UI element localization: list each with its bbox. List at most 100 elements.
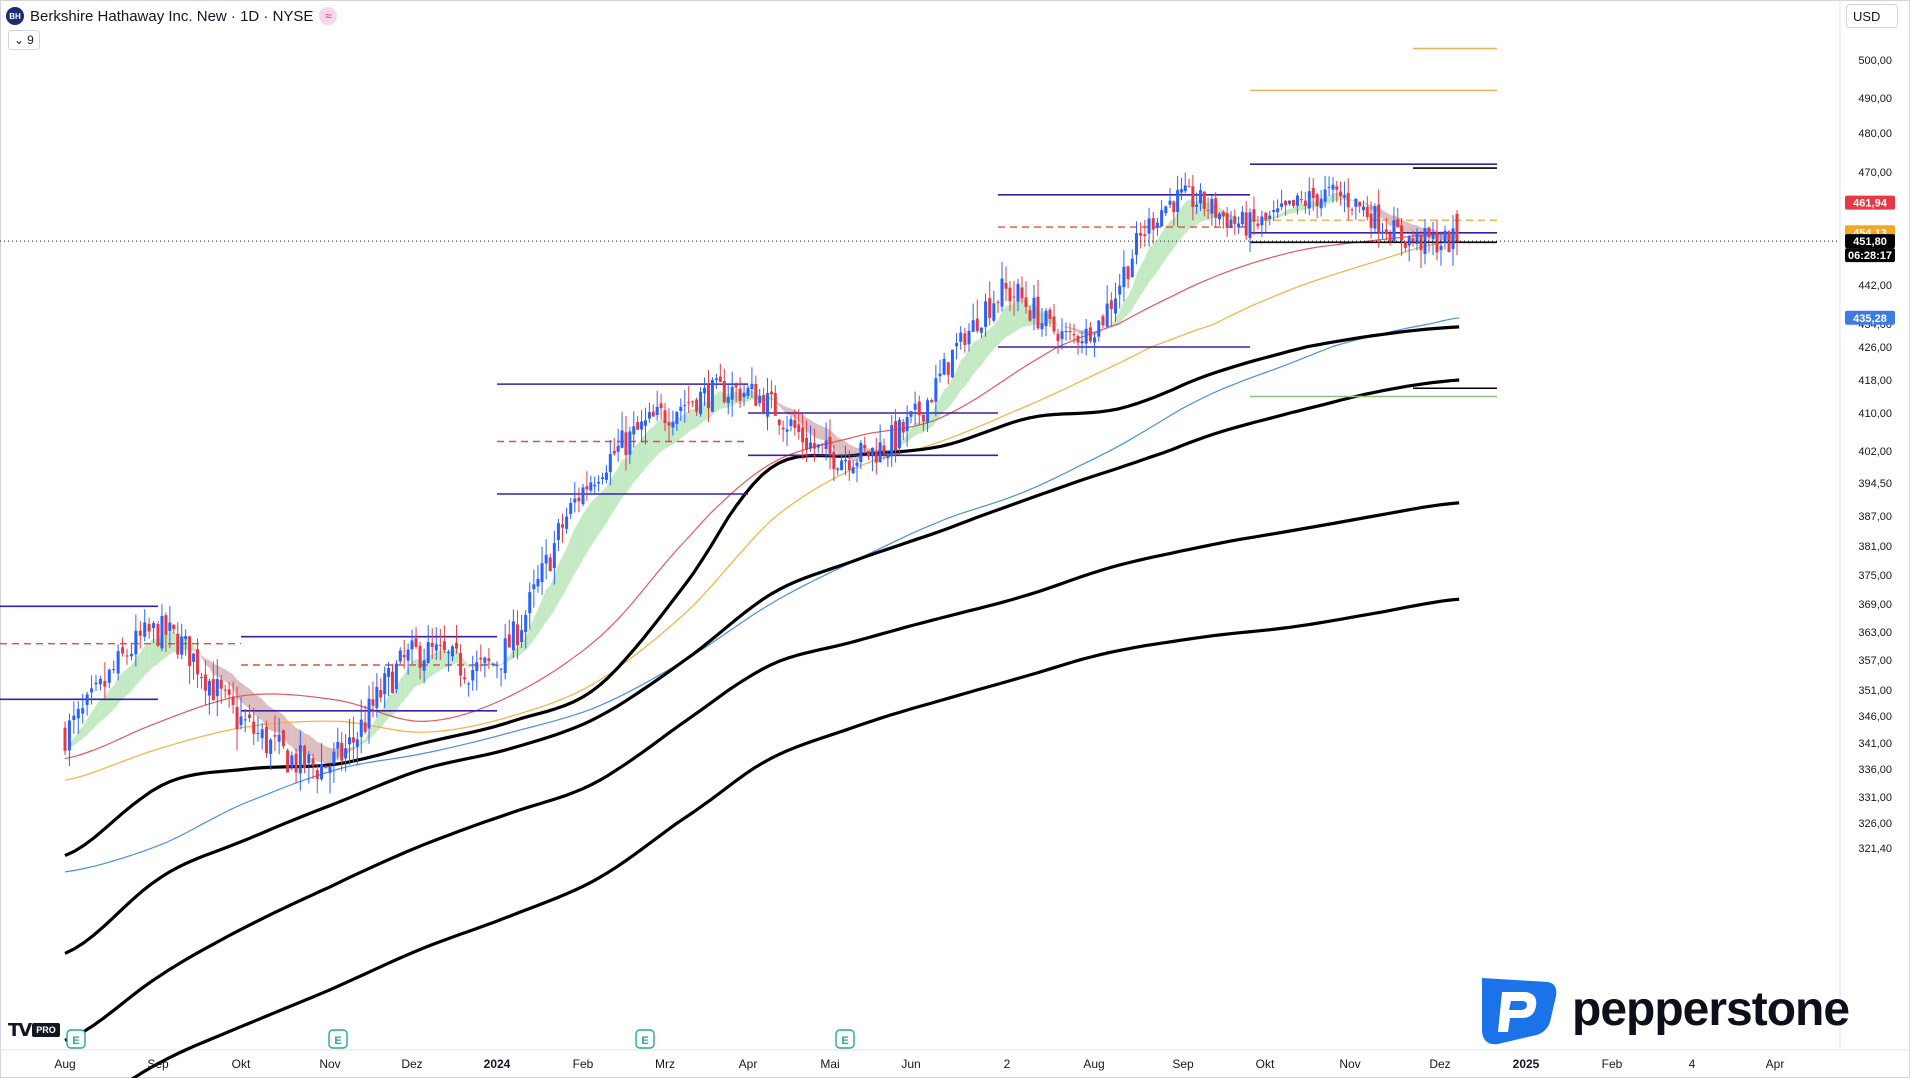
x-tick-label: Apr — [739, 1057, 758, 1071]
candle-body — [1451, 228, 1455, 249]
candle-body — [1346, 192, 1350, 208]
ema-ribbon-segment — [1293, 205, 1298, 214]
x-tick-label: Okt — [1256, 1057, 1275, 1071]
candle-body — [793, 420, 797, 428]
ema-ribbon-segment — [570, 528, 575, 582]
candle-body — [1225, 213, 1229, 228]
candle-body — [286, 750, 290, 773]
candle-body — [616, 445, 620, 452]
ema-ribbon-segment — [369, 724, 373, 740]
candle-body — [1447, 231, 1451, 253]
ema-ribbon-segment — [245, 685, 250, 709]
ema-ribbon-segment — [542, 589, 547, 628]
candle-body — [988, 298, 992, 318]
candle-body — [483, 657, 487, 663]
candle-body — [1016, 283, 1020, 302]
ema-ribbon-segment — [1006, 305, 1010, 338]
candle-body — [1008, 287, 1012, 302]
ema-ribbon-segment — [806, 417, 811, 434]
ema-ribbon-segment — [940, 389, 945, 418]
ema-ribbon-segment — [610, 473, 615, 517]
candle-body — [1179, 189, 1183, 193]
candle-body — [754, 383, 758, 406]
x-tick-label: 2024 — [484, 1057, 511, 1071]
ema-ribbon-segment — [361, 739, 366, 745]
candle-body — [718, 376, 722, 382]
tradingview-logo[interactable]: TV PRO — [8, 1020, 60, 1041]
candle-body — [1060, 331, 1064, 340]
ema-ribbon-segment — [1153, 239, 1158, 278]
ema-ribbon-segment — [1018, 298, 1022, 330]
candle-body — [239, 716, 243, 726]
candle-body — [878, 442, 882, 463]
candle-body — [207, 680, 211, 696]
chart-title[interactable]: Berkshire Hathaway Inc. New · 1D · NYSE — [30, 7, 314, 25]
ema-ribbon-segment — [392, 687, 397, 716]
ema-ribbon-segment — [91, 705, 96, 731]
pro-badge: PRO — [32, 1023, 60, 1037]
candle-body — [507, 634, 511, 648]
candle-body — [801, 427, 805, 443]
ema-ribbon-segment — [408, 662, 412, 696]
ema-ribbon-segment — [257, 696, 263, 721]
ema-ribbon-segment — [353, 746, 358, 750]
ema-ribbon-segment — [998, 311, 1002, 346]
moving-average-line — [130, 597, 1460, 1078]
ema-ribbon-segment — [583, 508, 587, 560]
candle-body — [1168, 200, 1172, 205]
ema-ribbon-segment — [436, 650, 441, 673]
candle-body — [215, 678, 219, 697]
candle-body — [620, 430, 624, 448]
ema-ribbon-segment — [221, 667, 226, 682]
ema-ribbon-segment — [911, 423, 916, 439]
ema-ribbon-segment — [357, 741, 362, 748]
candle-body — [176, 633, 180, 655]
chevron-down-icon: ⌄ — [14, 33, 25, 47]
ema-ribbon-segment — [903, 434, 908, 445]
candle-body — [636, 422, 640, 430]
candle-body — [1435, 232, 1439, 253]
candle-body — [1339, 191, 1343, 197]
wave-icon[interactable]: ≈ — [319, 7, 338, 25]
ema-ribbon-segment — [981, 331, 986, 366]
ema-ribbon-segment — [1382, 210, 1387, 222]
ema-ribbon-segment — [87, 712, 92, 735]
ema-ribbon-segment — [241, 682, 246, 706]
x-tick-label: Feb — [573, 1057, 594, 1071]
candle-body — [536, 578, 540, 587]
currency-selector[interactable]: USD — [1846, 4, 1898, 28]
candle-body — [471, 669, 475, 681]
ema-ribbon-segment — [1297, 203, 1302, 212]
symbol-logo-icon[interactable]: BH — [6, 7, 24, 25]
candle-body — [540, 563, 544, 583]
ema-ribbon-segment — [783, 405, 788, 415]
candle-body — [1373, 206, 1377, 229]
candle-body — [695, 399, 699, 412]
ema-ribbon-segment — [554, 564, 559, 611]
ema-ribbon-segment — [594, 494, 599, 541]
x-tick-label: Nov — [1339, 1057, 1360, 1071]
candle-body — [797, 424, 801, 432]
earnings-marker-icon — [835, 1029, 855, 1049]
ema-ribbon-segment — [657, 418, 662, 456]
candle-body — [81, 708, 85, 714]
ema-ribbon-segment — [96, 699, 101, 726]
candle-body — [946, 362, 950, 375]
indicators-toggle-button[interactable]: ⌄ 9 — [8, 30, 40, 50]
ema-ribbon-segment — [104, 690, 110, 719]
candle-body — [1151, 218, 1155, 230]
candle-body — [930, 400, 934, 403]
ema-ribbon-segment — [645, 429, 650, 469]
ema-ribbon-segment — [637, 438, 642, 478]
candle-body — [1218, 213, 1222, 220]
y-tick-label: 410,00 — [1858, 408, 1892, 420]
ema-ribbon-segment — [1177, 207, 1182, 244]
ema-ribbon-segment — [1333, 192, 1337, 202]
ema-ribbon-segment — [78, 726, 83, 743]
ema-ribbon-segment — [1281, 210, 1286, 217]
ema-ribbon-segment — [1173, 212, 1178, 249]
candle-body — [1032, 297, 1036, 319]
candle-body — [979, 327, 983, 333]
